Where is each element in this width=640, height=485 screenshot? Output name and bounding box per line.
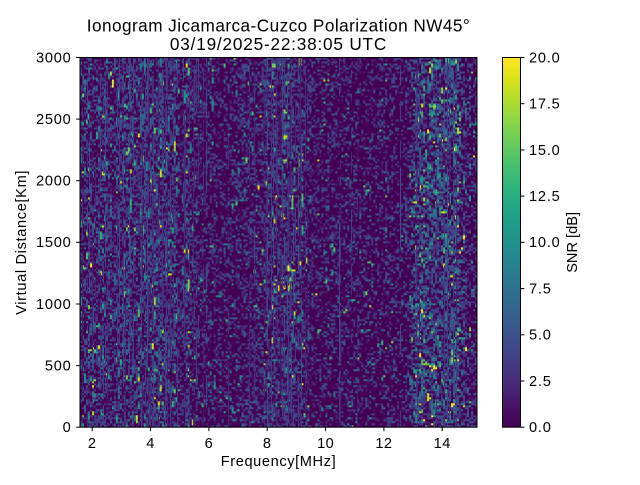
- svg-text:0: 0: [63, 420, 72, 436]
- svg-text:Virtual Distance[Km]: Virtual Distance[Km]: [14, 170, 30, 315]
- svg-text:12: 12: [375, 436, 392, 452]
- svg-text:20.0: 20.0: [529, 50, 561, 66]
- svg-text:10.0: 10.0: [529, 235, 561, 251]
- svg-text:500: 500: [45, 359, 72, 375]
- svg-text:6: 6: [205, 436, 214, 452]
- svg-text:2: 2: [88, 436, 97, 452]
- svg-text:2500: 2500: [36, 112, 71, 128]
- svg-text:03/19/2025-22:38:05 UTC: 03/19/2025-22:38:05 UTC: [170, 34, 387, 54]
- svg-text:1000: 1000: [36, 297, 71, 313]
- svg-text:2000: 2000: [36, 174, 71, 190]
- svg-text:4: 4: [146, 436, 155, 452]
- svg-text:Frequency[MHz]: Frequency[MHz]: [221, 454, 336, 470]
- svg-text:Ionogram Jicamarca-Cuzco Polar: Ionogram Jicamarca-Cuzco Polarization NW…: [87, 16, 470, 36]
- svg-text:7.5: 7.5: [529, 282, 552, 298]
- svg-text:8: 8: [263, 436, 272, 452]
- svg-text:14: 14: [434, 436, 451, 452]
- svg-text:5.0: 5.0: [529, 328, 552, 344]
- svg-text:SNR [dB]: SNR [dB]: [565, 212, 581, 273]
- svg-text:17.5: 17.5: [529, 97, 561, 113]
- svg-text:12.5: 12.5: [529, 189, 561, 205]
- svg-text:15.0: 15.0: [529, 143, 561, 159]
- svg-text:3000: 3000: [36, 50, 71, 66]
- svg-text:0.0: 0.0: [529, 420, 552, 436]
- svg-text:1500: 1500: [36, 235, 71, 251]
- svg-text:2.5: 2.5: [529, 374, 552, 390]
- svg-text:10: 10: [317, 436, 334, 452]
